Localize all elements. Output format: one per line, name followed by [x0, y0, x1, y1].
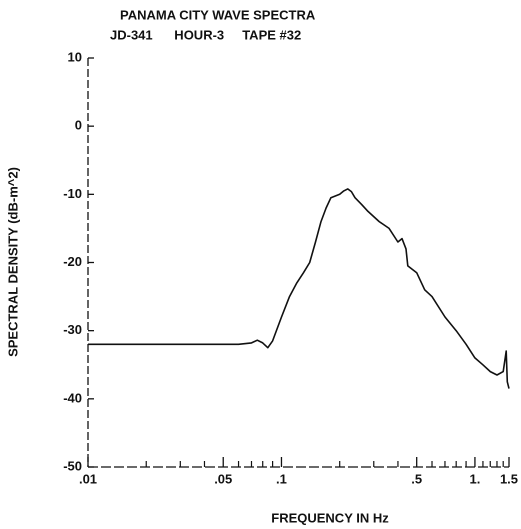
x-axis-label: FREQUENCY IN Hz	[271, 510, 389, 525]
x-tick-label: 1.	[470, 471, 481, 486]
chart-title: PANAMA CITY WAVE SPECTRA	[120, 7, 316, 22]
y-tick-label: -50	[63, 458, 82, 473]
y-tick-label: -30	[63, 322, 82, 337]
y-tick-label: 10	[68, 49, 82, 64]
y-axis-label: SPECTRAL DENSITY (dB-m^2)	[5, 167, 20, 357]
x-tick-label: .5	[411, 471, 422, 486]
y-tick-label: -40	[63, 390, 82, 405]
y-tick-label: 0	[75, 118, 82, 133]
chart-subtitle: JD-341 HOUR-3 TAPE #32	[110, 27, 301, 42]
x-tick-label: .1	[276, 471, 287, 486]
y-tick-label: -20	[63, 254, 82, 269]
y-tick-label: -10	[63, 186, 82, 201]
x-tick-label: .01	[79, 471, 97, 486]
spectrum-line	[88, 188, 510, 389]
x-tick-label: .05	[214, 471, 232, 486]
x-tick-label: 1.5	[500, 471, 518, 486]
